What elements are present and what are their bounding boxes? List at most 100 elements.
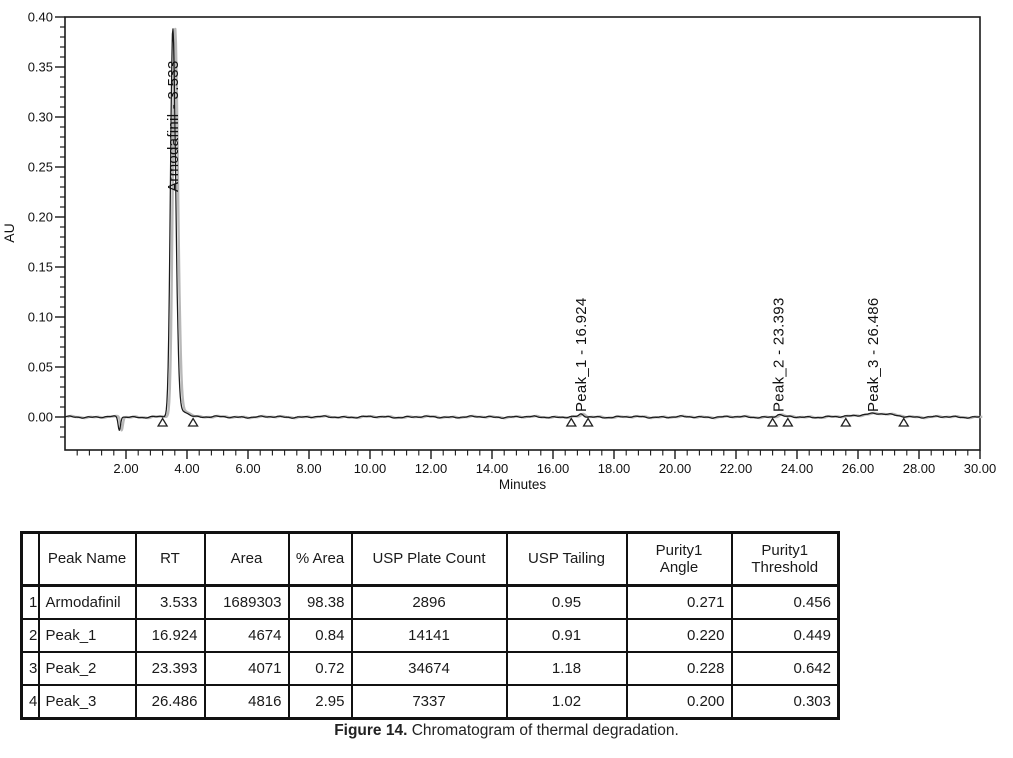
svg-text:16.00: 16.00	[537, 461, 570, 476]
figure-caption-number: Figure 14.	[334, 722, 408, 739]
svg-text:24.00: 24.00	[781, 461, 814, 476]
integration-marker	[766, 417, 779, 427]
trace-echo	[66, 27, 983, 432]
svg-text:18.00: 18.00	[598, 461, 631, 476]
table-cell: 98.38	[287, 584, 353, 620]
svg-text:6.00: 6.00	[235, 461, 260, 476]
svg-text:14.00: 14.00	[476, 461, 509, 476]
table-cell: 2.95	[287, 684, 353, 720]
table-cell: 0.449	[730, 618, 840, 653]
chromatogram-svg: 0.00 0.05 0.10 0.15 0.20 0.25 0.30 0.35 0.40 AU 2.…	[1, 10, 997, 493]
peak-annotation: Armodafinil - 3.533	[165, 60, 182, 192]
table-cell: 3	[20, 651, 40, 686]
table-header-cell: Area	[203, 531, 290, 587]
svg-text:0.40: 0.40	[28, 10, 53, 25]
svg-text:0.00: 0.00	[28, 410, 53, 425]
figure-caption-text: Chromatogram of thermal degradation.	[407, 722, 679, 739]
table-cell: 1.02	[505, 684, 628, 720]
table-cell: Peak_3	[37, 684, 137, 720]
table-row: 1 Armodafinil 3.533 1689303 98.38 2896 0.95 0.2…	[20, 584, 840, 620]
table-cell: 23.393	[134, 651, 206, 686]
y-axis-label: AU	[1, 223, 17, 242]
table-header-cell: USP Plate Count	[350, 531, 508, 587]
svg-text:0.10: 0.10	[28, 310, 53, 325]
table-cell: 0.91	[505, 618, 628, 653]
table-row: 2 Peak_1 16.924 4674 0.84 14141 0.91 0.220 0.449	[20, 618, 840, 653]
table-cell: Peak_1	[37, 618, 137, 653]
integration-marker	[840, 417, 852, 427]
x-axis: 2.00 4.00 6.00 8.00 10.00 12.00 14.00 16.00 18.0…	[76, 450, 997, 476]
svg-text:8.00: 8.00	[296, 461, 321, 476]
table-cell: 0.72	[287, 651, 353, 686]
svg-text:0.05: 0.05	[28, 360, 53, 375]
table-cell: 0.95	[505, 584, 628, 620]
table-header-cell: Purity1 Angle	[625, 531, 733, 587]
table-row: 3 Peak_2 23.393 4071 0.72 34674 1.18 0.228 0.642	[20, 651, 840, 686]
peak-annotation: Peak_3 - 26.486	[865, 297, 882, 412]
integration-markers	[156, 417, 910, 427]
table-cell: 1.18	[505, 651, 628, 686]
table-cell: 0.642	[730, 651, 840, 686]
table-cell: 0.200	[625, 684, 733, 720]
peak-labels: Armodafinil - 3.533 Peak_1 - 16.924 Peak_2…	[165, 60, 882, 412]
table-header-cell: RT	[134, 531, 206, 587]
table-cell: 1689303	[203, 584, 290, 620]
table-cell: 0.303	[730, 684, 840, 720]
peak-annotation: Peak_2 - 23.393	[770, 297, 787, 412]
table-cell: 0.271	[625, 584, 733, 620]
svg-text:30.00: 30.00	[964, 461, 997, 476]
table-cell: 4	[20, 684, 40, 720]
table-row: 4 Peak_3 26.486 4816 2.95 7337 1.02 0.200 0.303	[20, 684, 840, 720]
svg-text:26.00: 26.00	[842, 461, 875, 476]
svg-text:4.00: 4.00	[174, 461, 199, 476]
table-header-cell	[20, 531, 40, 587]
table-cell: 16.924	[134, 618, 206, 653]
table-cell: 4816	[203, 684, 290, 720]
table-cell: 2896	[350, 584, 508, 620]
peak-annotation: Peak_1 - 16.924	[573, 297, 590, 412]
integration-marker	[565, 417, 577, 427]
svg-text:10.00: 10.00	[354, 461, 387, 476]
integration-marker	[156, 417, 169, 427]
table-header-cell: USP Tailing	[505, 531, 628, 587]
table-cell: 26.486	[134, 684, 206, 720]
table-cell: 0.84	[287, 618, 353, 653]
svg-text:0.15: 0.15	[28, 260, 53, 275]
svg-text:0.25: 0.25	[28, 160, 53, 175]
y-axis: 0.00 0.05 0.10 0.15 0.20 0.25 0.30 0.35 0.40	[28, 10, 65, 438]
table-header-cell: Peak Name	[37, 531, 137, 587]
svg-text:22.00: 22.00	[720, 461, 753, 476]
svg-text:28.00: 28.00	[903, 461, 936, 476]
table-cell: 14141	[350, 618, 508, 653]
peak-results-table: Peak Name RT Area% Area USP Plate Count USP …	[20, 531, 840, 720]
integration-marker	[782, 417, 794, 427]
svg-text:0.35: 0.35	[28, 60, 53, 75]
svg-text:2.00: 2.00	[113, 461, 138, 476]
table-cell: 4674	[203, 618, 290, 653]
table-header-cell: Purity1 Threshold	[730, 531, 840, 587]
figure-caption: Figure 14. Chromatogram of thermal degra…	[0, 722, 1013, 740]
integration-marker	[582, 417, 594, 427]
table-cell: 0.456	[730, 584, 840, 620]
table-cell: 4071	[203, 651, 290, 686]
table-cell: 0.220	[625, 618, 733, 653]
table-cell: 2	[20, 618, 40, 653]
table-cell: 0.228	[625, 651, 733, 686]
plot-frame	[64, 16, 981, 451]
svg-text:0.30: 0.30	[28, 110, 53, 125]
table-cell: Armodafinil	[37, 584, 137, 620]
table-cell: 7337	[350, 684, 508, 720]
chromatogram-chart: 0.00 0.05 0.10 0.15 0.20 0.25 0.30 0.35 0.40 AU 2.…	[1, 10, 997, 493]
table-cell: 1	[20, 584, 40, 620]
svg-text:20.00: 20.00	[659, 461, 692, 476]
x-axis-label: Minutes	[499, 477, 547, 492]
svg-text:0.20: 0.20	[28, 210, 53, 225]
chromatogram-trace	[64, 28, 981, 431]
integration-marker	[187, 417, 199, 427]
table-cell: 3.533	[134, 584, 206, 620]
integration-marker	[898, 417, 910, 427]
svg-text:12.00: 12.00	[415, 461, 448, 476]
table-cell: Peak_2	[37, 651, 137, 686]
table-cell: 34674	[350, 651, 508, 686]
